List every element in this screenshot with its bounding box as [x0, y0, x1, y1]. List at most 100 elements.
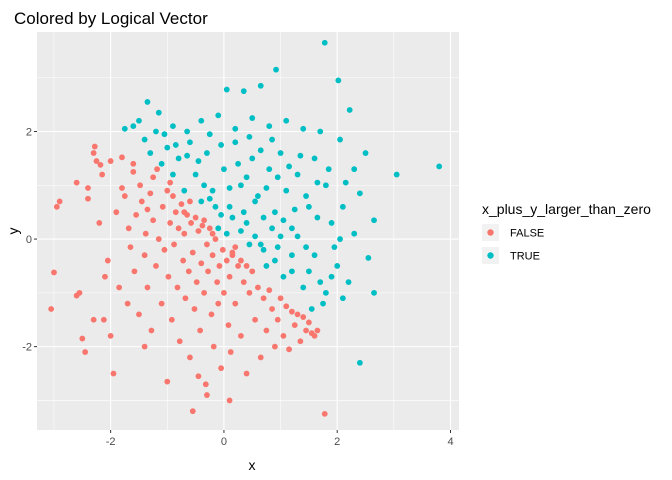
data-point-false [226, 397, 233, 404]
data-point-false [104, 257, 111, 264]
data-point-false [130, 160, 137, 167]
data-point-false [263, 327, 270, 334]
data-point-false [204, 392, 210, 398]
data-point-false [96, 220, 103, 226]
data-point-false [142, 230, 149, 237]
data-point-false [227, 349, 234, 355]
data-point-false [197, 327, 204, 334]
data-point-true [204, 150, 210, 156]
data-point-false [314, 327, 321, 334]
data-point-true [277, 233, 284, 240]
plot-panel [37, 32, 459, 430]
data-point-false [235, 263, 241, 269]
data-point-false [257, 354, 264, 361]
data-point-true [436, 163, 443, 170]
legend-marker-true [487, 252, 494, 259]
data-point-false [210, 343, 217, 350]
data-point-false [176, 338, 183, 345]
data-point-false [110, 370, 117, 377]
data-point-false [150, 174, 157, 181]
data-point-false [148, 327, 155, 334]
data-point-false [195, 373, 202, 380]
data-point-true [280, 273, 287, 280]
x-tick-label: 0 [221, 436, 227, 448]
data-point-true [260, 246, 267, 253]
data-point-true [206, 195, 213, 202]
data-point-true [303, 193, 309, 199]
legend-marker-false [487, 229, 494, 236]
data-point-false [294, 311, 301, 318]
data-point-false [218, 365, 224, 372]
data-point-false [238, 257, 244, 264]
data-point-true [311, 252, 318, 259]
data-point-false [238, 332, 244, 339]
data-point-true [195, 158, 202, 164]
data-point-true [346, 107, 353, 113]
data-point-true [212, 203, 219, 210]
data-point-false [171, 241, 177, 248]
data-point-false [141, 343, 148, 350]
data-point-false [172, 209, 179, 216]
data-point-true [153, 128, 159, 135]
data-point-true [223, 86, 230, 93]
data-point-false [159, 203, 166, 210]
data-point-true [206, 131, 213, 138]
data-point-false [303, 327, 309, 334]
data-point-true [184, 152, 191, 159]
data-point-true [314, 179, 321, 186]
data-point-false [187, 198, 193, 205]
data-point-false [91, 143, 98, 150]
data-point-false [116, 284, 123, 291]
x-axis-ticks: -2 0 2 4 [106, 430, 454, 448]
data-point-false [99, 171, 106, 178]
data-point-false [181, 230, 188, 237]
data-point-false [136, 311, 142, 318]
data-point-true [238, 182, 244, 189]
data-point-true [243, 220, 250, 226]
data-point-false [181, 209, 188, 216]
data-point-false [174, 284, 181, 291]
data-point-true [356, 190, 363, 197]
data-point-false [100, 316, 107, 323]
data-point-true [249, 115, 256, 121]
data-point-true [371, 217, 377, 224]
data-point-true [291, 206, 298, 213]
data-point-true [337, 236, 343, 242]
data-point-false [297, 338, 304, 345]
data-point-true [334, 263, 341, 269]
data-point-false [214, 279, 221, 285]
data-point-false [138, 198, 145, 205]
data-point-false [321, 410, 328, 417]
y-tick-label: 2 [26, 127, 32, 139]
x-tick-label: 2 [334, 436, 340, 448]
data-point-false [185, 268, 192, 275]
data-point-false [113, 209, 120, 216]
data-point-false [201, 217, 208, 224]
data-point-false [201, 289, 208, 296]
data-point-true [303, 244, 309, 251]
data-point-true [331, 244, 338, 251]
data-points [48, 39, 443, 417]
data-point-false [107, 158, 114, 164]
data-point-false [97, 161, 104, 168]
data-point-false [280, 332, 287, 339]
data-point-false [90, 316, 97, 323]
data-point-false [125, 225, 132, 232]
data-point-false [119, 154, 125, 161]
data-point-false [189, 249, 196, 256]
data-point-false [158, 300, 165, 307]
data-point-true [269, 136, 275, 143]
data-point-false [191, 306, 198, 312]
data-point-true [252, 233, 258, 240]
data-point-false [204, 241, 210, 248]
data-point-true [266, 123, 273, 130]
data-point-true [283, 117, 290, 124]
data-point-true [209, 187, 216, 194]
data-point-false [144, 206, 151, 213]
data-point-true [283, 187, 290, 194]
data-point-true [365, 254, 372, 261]
data-point-false [215, 300, 222, 307]
data-point-true [269, 225, 275, 232]
data-point-false [48, 306, 55, 312]
